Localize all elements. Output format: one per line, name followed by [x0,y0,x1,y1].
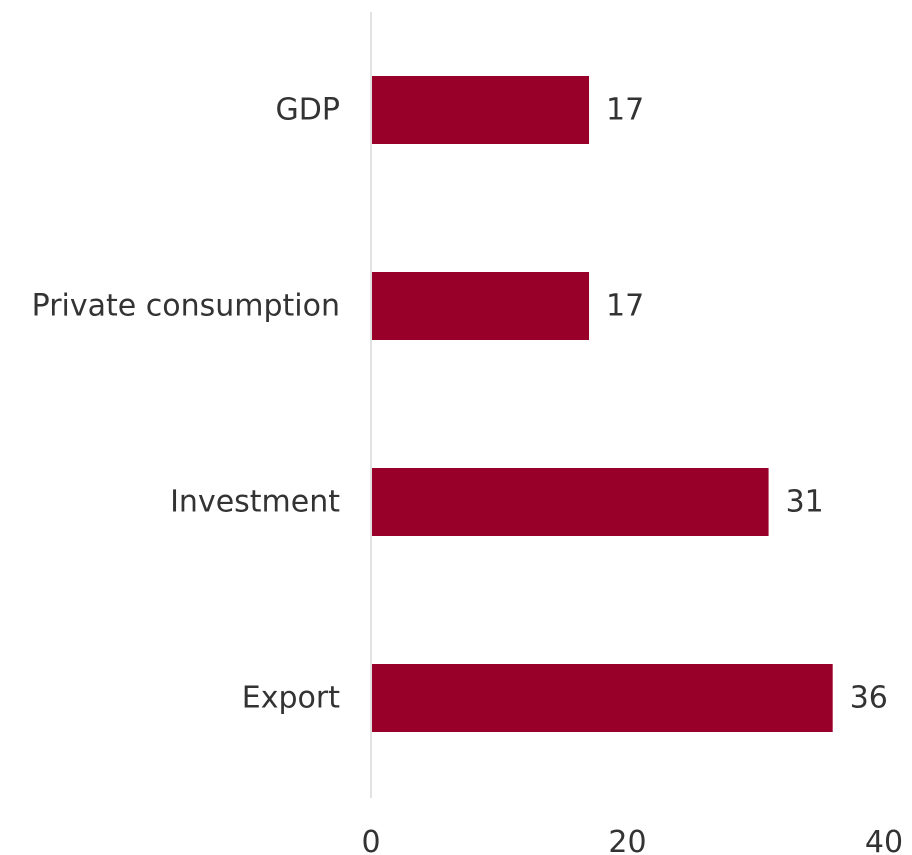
data-label: 36 [850,681,888,716]
x-tick-label: 0 [361,825,380,855]
bar-private-consumption [372,272,590,340]
category-labels-group: GDP Private consumption Investment Export [32,93,341,716]
bar-export [372,664,833,732]
category-label: GDP [276,93,340,128]
x-tick-labels-group: 0 20 40 [361,825,903,855]
value-labels-group: 17 17 31 36 [606,93,888,716]
x-tick-label: 20 [608,825,646,855]
data-label: 17 [606,289,644,324]
category-label: Export [242,681,340,716]
bar-gdp [372,76,590,144]
x-tick-label: 40 [865,825,903,855]
bars-group [372,76,833,732]
category-label: Investment [170,485,340,520]
bar-investment [372,468,769,536]
data-label: 17 [606,93,644,128]
category-label: Private consumption [32,289,340,324]
data-label: 31 [786,485,824,520]
